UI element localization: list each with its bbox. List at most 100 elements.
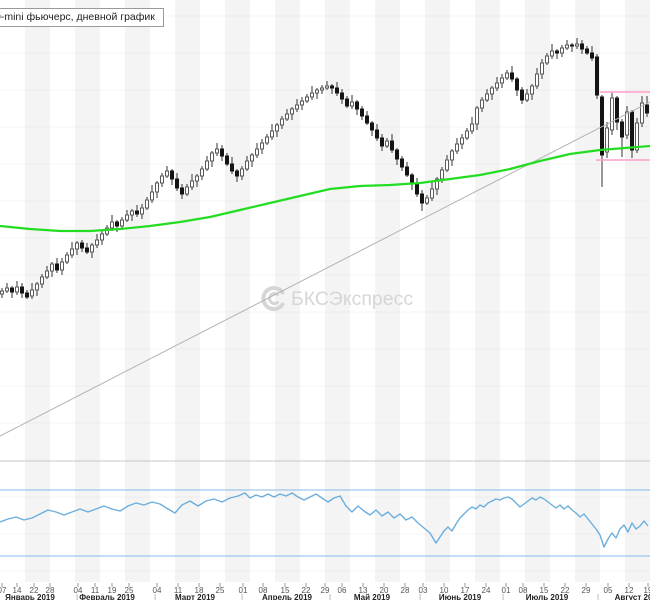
candle-body	[90, 244, 94, 253]
candlestick	[200, 166, 204, 180]
axis-day-label: 12	[625, 586, 634, 595]
axis-month-label: Март 2019	[175, 593, 215, 600]
candle-body	[360, 108, 364, 117]
candle-body	[540, 62, 544, 75]
axis-day-label: 05	[604, 586, 613, 595]
candle-body	[200, 168, 204, 177]
candlestick	[575, 38, 579, 49]
candlestick	[460, 134, 464, 149]
candle-body	[615, 97, 619, 123]
candlestick	[140, 204, 144, 219]
candlestick	[300, 97, 304, 110]
candlestick	[465, 128, 469, 140]
candle-body	[190, 180, 194, 188]
week-stripe	[425, 0, 450, 582]
candlestick	[505, 70, 509, 80]
candle-body	[100, 233, 104, 241]
candlestick	[230, 157, 234, 174]
candle-body	[605, 127, 609, 153]
moving-average-line[interactable]	[0, 144, 650, 233]
candle-body	[475, 107, 479, 125]
candle-body	[185, 186, 189, 195]
candlestick	[355, 100, 359, 115]
candlestick	[400, 156, 404, 171]
candlestick	[590, 46, 594, 61]
candlestick	[340, 89, 344, 104]
candle-body	[630, 111, 634, 151]
background-stripes	[25, 0, 650, 582]
candlestick	[55, 258, 59, 273]
axis-day-label: 10	[440, 586, 449, 595]
instrument-title-box[interactable]: 0-mini фьючерс, дневной график	[0, 8, 164, 27]
candle-body	[645, 104, 649, 114]
candle-body	[375, 129, 379, 139]
candle-body	[420, 193, 424, 204]
candle-body	[335, 87, 339, 94]
candle-body	[215, 148, 219, 154]
candlestick	[415, 178, 419, 197]
candle-body	[385, 140, 389, 147]
candle-body	[545, 55, 549, 64]
candlestick	[485, 89, 489, 102]
candle-body	[340, 92, 344, 100]
axis-month-label: Май 2019	[354, 593, 391, 600]
candle-body	[35, 283, 39, 291]
candlestick	[600, 95, 604, 187]
candle-body	[515, 78, 519, 91]
candlestick	[45, 266, 49, 279]
candlestick	[205, 156, 209, 171]
candle-body	[320, 87, 324, 91]
candlestick	[350, 95, 354, 109]
axis-month-label: Апрель 2019	[262, 593, 313, 600]
axis-day-label: 14	[13, 586, 22, 595]
candle-body	[435, 178, 439, 190]
candlestick	[135, 205, 139, 217]
candle-body	[265, 136, 269, 144]
candle-body	[450, 150, 454, 161]
candle-body	[295, 104, 299, 110]
candlestick	[65, 252, 69, 264]
candle-body	[310, 92, 314, 98]
candle-body	[530, 85, 534, 95]
axis-day-label: 01	[502, 586, 511, 595]
candlestick	[225, 153, 229, 166]
candle-body	[15, 286, 19, 293]
candlestick	[125, 210, 129, 222]
candlestick	[40, 274, 44, 288]
axis-day-label: 18	[195, 586, 204, 595]
trendline[interactable]	[0, 101, 650, 437]
candle-body	[285, 113, 289, 120]
candlestick	[215, 143, 219, 156]
candlestick	[320, 85, 324, 94]
candlestick	[565, 40, 569, 50]
axis-day-label: 28	[46, 586, 55, 595]
axis-day-label: 29	[321, 586, 330, 595]
candlestick	[70, 242, 74, 258]
candle-body	[40, 276, 44, 285]
candlestick	[475, 106, 479, 130]
axis-day-label: 28	[401, 586, 410, 595]
candlestick	[130, 209, 134, 221]
candle-body	[170, 170, 174, 180]
candle-body	[460, 137, 464, 145]
candlestick	[245, 156, 249, 171]
candle-body	[50, 263, 54, 272]
candlestick	[365, 111, 369, 125]
candle-body	[5, 287, 9, 292]
candle-body	[355, 101, 359, 110]
x-axis[interactable]: 07 14 22 28 04 11 19 25 04 11 18 25 01 08 15 22 29 06 13 20…	[0, 583, 650, 600]
candlestick	[535, 68, 539, 89]
axis-day-label: 04	[153, 586, 162, 595]
candlestick	[490, 86, 494, 100]
candle-body	[470, 123, 474, 132]
candle-body	[60, 261, 64, 271]
week-stripe	[125, 0, 150, 582]
candlestick	[495, 77, 499, 91]
candlestick	[85, 243, 89, 254]
candlestick	[220, 145, 224, 161]
candle-body	[145, 199, 149, 209]
axis-day-label: 03	[419, 586, 428, 595]
candlestick	[510, 66, 514, 82]
